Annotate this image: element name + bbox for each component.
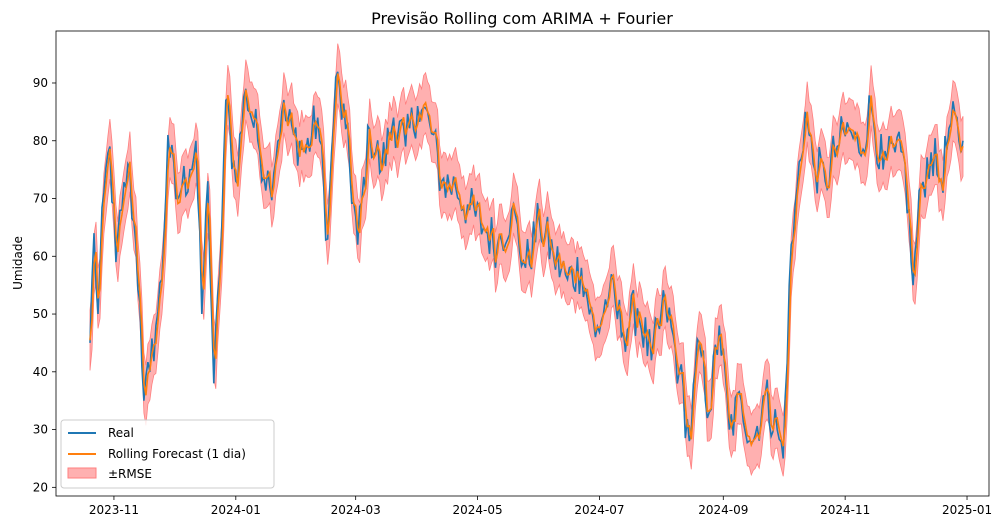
plot-area: [89, 43, 964, 477]
x-tick-label: 2024-07: [574, 503, 624, 517]
y-tick-label: 80: [33, 134, 48, 148]
legend-label-forecast: Rolling Forecast (1 dia): [108, 447, 246, 461]
legend-label-rmse: ±RMSE: [108, 467, 152, 481]
legend-swatch-rmse: [67, 467, 97, 479]
y-tick-label: 70: [33, 192, 48, 206]
x-tick-label: 2024-09: [698, 503, 748, 517]
chart-title: Previsão Rolling com ARIMA + Fourier: [371, 9, 673, 28]
y-tick-label: 30: [33, 423, 48, 437]
y-tick-label: 40: [33, 365, 48, 379]
legend: Real Rolling Forecast (1 dia) ±RMSE: [60, 419, 275, 489]
x-tick-label: 2025-01: [942, 503, 992, 517]
series-forecast-line: [89, 73, 964, 448]
y-tick-label: 20: [33, 480, 48, 494]
x-tick-label: 2024-01: [211, 503, 261, 517]
y-tick-label: 60: [33, 249, 48, 263]
x-tick-label: 2023-11: [89, 503, 139, 517]
y-tick-label: 90: [33, 76, 48, 90]
y-axis-label: Umidade: [11, 236, 25, 290]
series-real-line: [89, 71, 964, 459]
x-tick-label: 2024-05: [452, 503, 502, 517]
x-tick-label: 2024-11: [820, 503, 870, 517]
y-tick-label: 50: [33, 307, 48, 321]
plot-frame: [55, 30, 990, 497]
legend-label-real: Real: [108, 426, 134, 440]
x-axis: 2023-11 2024-01 2024-03 2024-05 2024-07 2024-…: [89, 496, 992, 517]
legend-box: [60, 419, 275, 489]
x-tick-label: 2024-03: [331, 503, 381, 517]
y-axis: 20 30 40 50 60 70 80 90: [33, 76, 56, 494]
